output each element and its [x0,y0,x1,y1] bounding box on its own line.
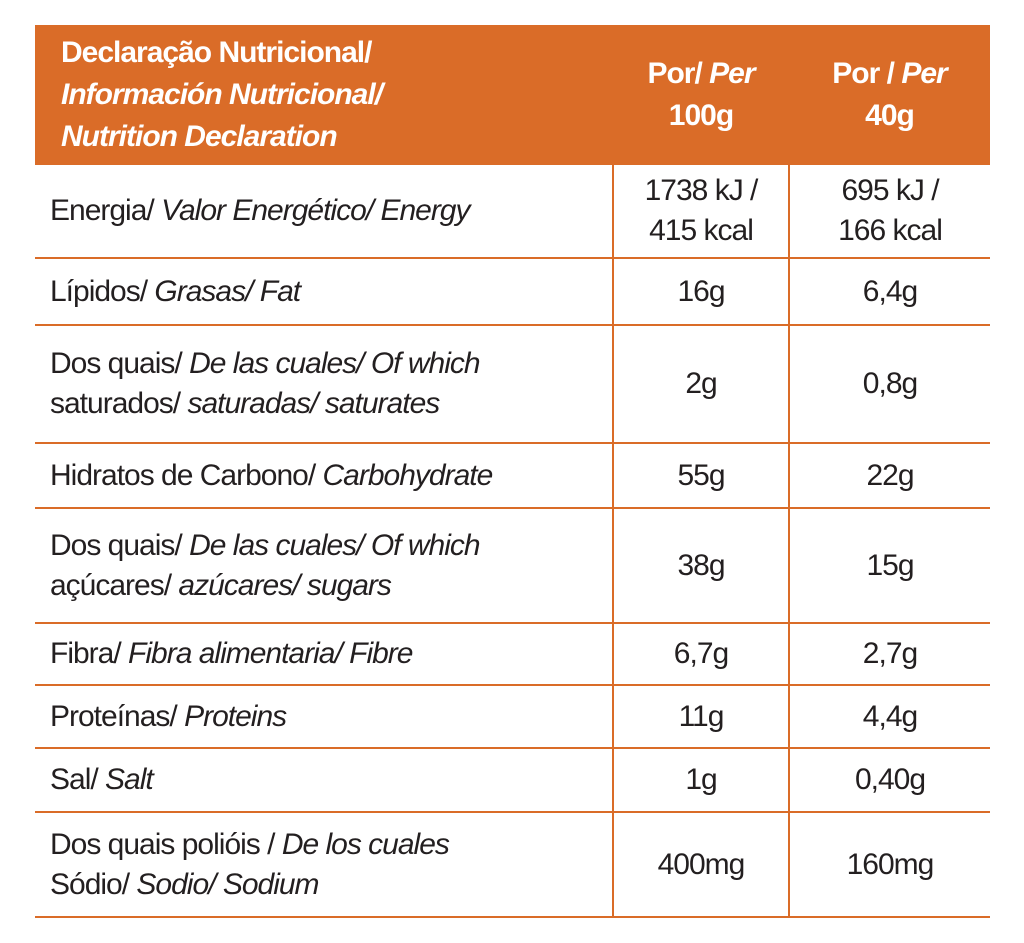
text: Per [709,57,755,90]
text: Por/ [647,57,702,90]
text: 415 kcal [649,214,754,247]
row-label: Hidratos de Carbono/ Carbohydrate [35,443,613,509]
text: 55g [677,458,725,492]
text: 15g [866,548,914,582]
row-label: Fibra/ Fibra alimentaria/ Fibre [35,623,613,686]
value-per100: 2g [612,325,789,444]
row: Dos quais/ De las cuales/ Of which açúcar… [35,508,990,624]
row: Energia/ Valor Energético/ Energy 1738 kJ… [35,165,990,259]
value-per100: 6,7g [612,623,789,686]
header-per100: Por/ Per 100g [613,25,789,165]
text: 22g [866,458,914,492]
row-label: Energia/ Valor Energético/ Energy [35,165,613,259]
text: 4,4g [862,699,918,733]
text: De los cuales [281,827,450,861]
text: Per [901,57,947,90]
row: Dos quais/ De las cuales/ Of which satura… [35,325,990,444]
text: De las cuales/ Of which [189,347,480,380]
text: De las cuales/ Of which [189,528,480,562]
nutrition-table: Declaração Nutricional/Información Nutri… [35,25,990,918]
text: 40g [865,99,915,132]
row-label: Lípidos/ Grasas/ Fat [35,258,613,326]
text: Salt [105,763,154,796]
text: 6,7g [673,637,729,670]
row-label: Sal/ Salt [35,748,613,813]
text: 166 kcal [838,214,943,247]
text: Por / [832,57,895,90]
text: saturados/ [50,387,181,420]
header-title: Declaração Nutricional/Información Nutri… [35,25,613,165]
text: Dos quais/ [50,528,183,562]
text: Proteins [184,699,287,733]
text: 1738 kJ / [644,174,759,207]
value-per40: 15g [788,508,990,624]
header-per40: Por / Per 40g [789,25,990,165]
text: 695 kJ / [841,174,939,207]
row: Sal/ Salt 1g 0,40g [35,748,990,813]
text: Sódio/ [50,867,130,901]
text: 100g [668,99,734,132]
value-per40: 0,8g [788,325,990,444]
text: Dos quais polióis / [50,827,275,861]
text: Energia/ [50,194,155,227]
text: Grasas/ Fat [154,274,301,308]
text: azúcares/ sugars [178,568,391,602]
value-per100: 11g [612,685,789,749]
text: 6,4g [862,274,918,308]
row: Lípidos/ Grasas/ Fat 16g 6,4g [35,258,990,326]
text: Sodio/ Sodium [136,867,319,901]
text: Valor Energético/ Energy [161,194,470,227]
text: 11g [678,699,725,733]
text: Dos quais/ [50,347,183,380]
text: saturadas/ saturates [187,387,440,420]
text: 2,7g [862,637,918,670]
text: 16g [677,274,725,308]
text: Fibra/ [50,637,122,670]
text: Declaração Nutricional/ [61,36,372,69]
row-label: Dos quais polióis / De los cuales Sódio/ … [35,812,613,918]
value-per100: 1g [612,748,789,813]
value-per40: 160mg [788,812,990,918]
text: Información Nutricional/ [61,78,383,111]
row-label: Dos quais/ De las cuales/ Of which satura… [35,325,613,444]
text: Fibra alimentaria/ Fibre [128,637,413,670]
value-per40: 4,4g [788,685,990,749]
value-per40: 695 kJ / 166 kcal [788,165,990,259]
value-per40: 22g [788,443,990,509]
text: Proteínas/ [50,699,178,733]
value-per40: 0,40g [788,748,990,813]
value-per100: 38g [612,508,789,624]
row: Fibra/ Fibra alimentaria/ Fibre 6,7g 2,7g [35,623,990,686]
row-label: Dos quais/ De las cuales/ Of which açúcar… [35,508,613,624]
table-body: Energia/ Valor Energético/ Energy 1738 kJ… [35,165,990,918]
value-per40: 6,4g [788,258,990,326]
row-label: Proteínas/ Proteins [35,685,613,749]
row: Dos quais polióis / De los cuales Sódio/ … [35,812,990,918]
value-per40: 2,7g [788,623,990,686]
text: 160mg [846,847,935,881]
text: açúcares/ [50,568,172,602]
text: Carbohydrate [322,458,494,492]
value-per100: 55g [612,443,789,509]
text: Sal/ [50,763,99,796]
text: 1g [685,763,717,796]
text: Lípidos/ [50,274,148,308]
text: 0,8g [862,367,918,400]
text: 400mg [657,847,746,881]
header: Declaração Nutricional/Información Nutri… [35,25,990,165]
header-row: Declaração Nutricional/Información Nutri… [35,25,990,165]
text: Hidratos de Carbono/ [50,458,316,492]
row: Hidratos de Carbono/ Carbohydrate 55g 22g [35,443,990,509]
text: Nutrition Declaration [61,120,338,153]
text: 38g [677,548,725,582]
text: 2g [685,367,717,400]
value-per100: 1738 kJ / 415 kcal [612,165,789,259]
value-per100: 16g [612,258,789,326]
text: 0,40g [854,763,926,796]
value-per100: 400mg [612,812,789,918]
row: Proteínas/ Proteins 11g 4,4g [35,685,990,749]
